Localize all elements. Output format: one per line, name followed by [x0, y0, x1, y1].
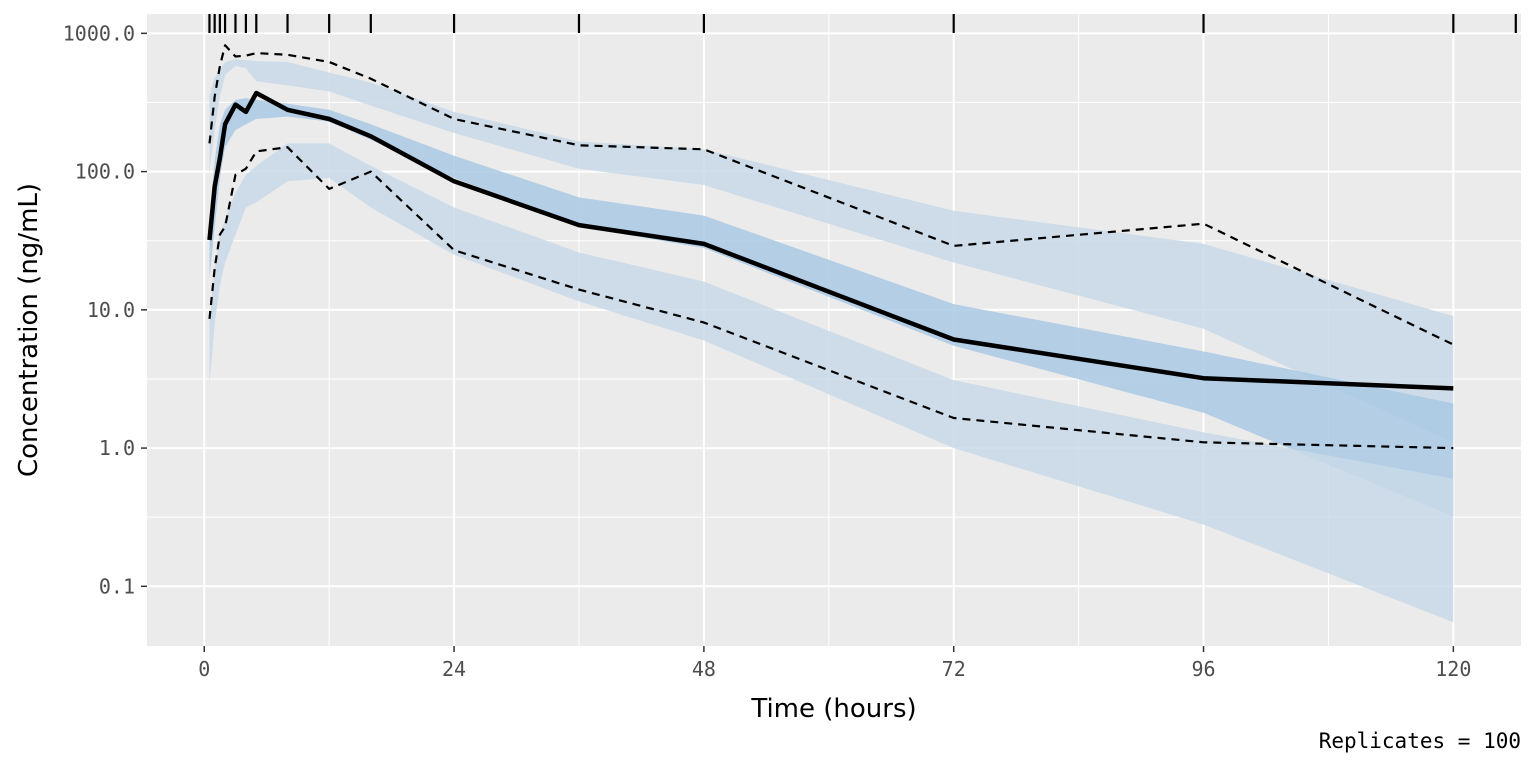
y-tick-label: 10.0: [87, 298, 135, 322]
series-lines: [207, 44, 1454, 450]
median-line: [207, 90, 1454, 391]
caption-replicates: Replicates = 100: [1319, 729, 1521, 753]
x-tick-label: 0: [198, 657, 210, 681]
x-tick-label: 120: [1435, 657, 1471, 681]
prediction-band: [209, 143, 1454, 623]
x-axis-title: Time (hours): [750, 694, 916, 724]
axes: 0 24 48 72 96 120 0.1 1.0 10.0 100.0 1000.0: [63, 21, 1472, 681]
y-tick-label: 1000.0: [63, 21, 135, 45]
y-tick-label: 100.0: [75, 160, 135, 184]
x-tick-label: 72: [942, 657, 966, 681]
x-tick-label: 48: [692, 657, 716, 681]
percentile-line-dashed: [208, 44, 1454, 346]
x-tick-label: 96: [1191, 657, 1215, 681]
y-tick-label: 1.0: [99, 436, 135, 460]
percentile-line-dashed: [208, 146, 1454, 450]
prediction-band: [209, 59, 1454, 443]
rug-ticks: [208, 14, 1517, 33]
y-tick-label: 0.1: [99, 574, 135, 598]
y-axis-title: Concentration (ng/mL): [14, 183, 44, 477]
x-tick-label: 24: [442, 657, 466, 681]
